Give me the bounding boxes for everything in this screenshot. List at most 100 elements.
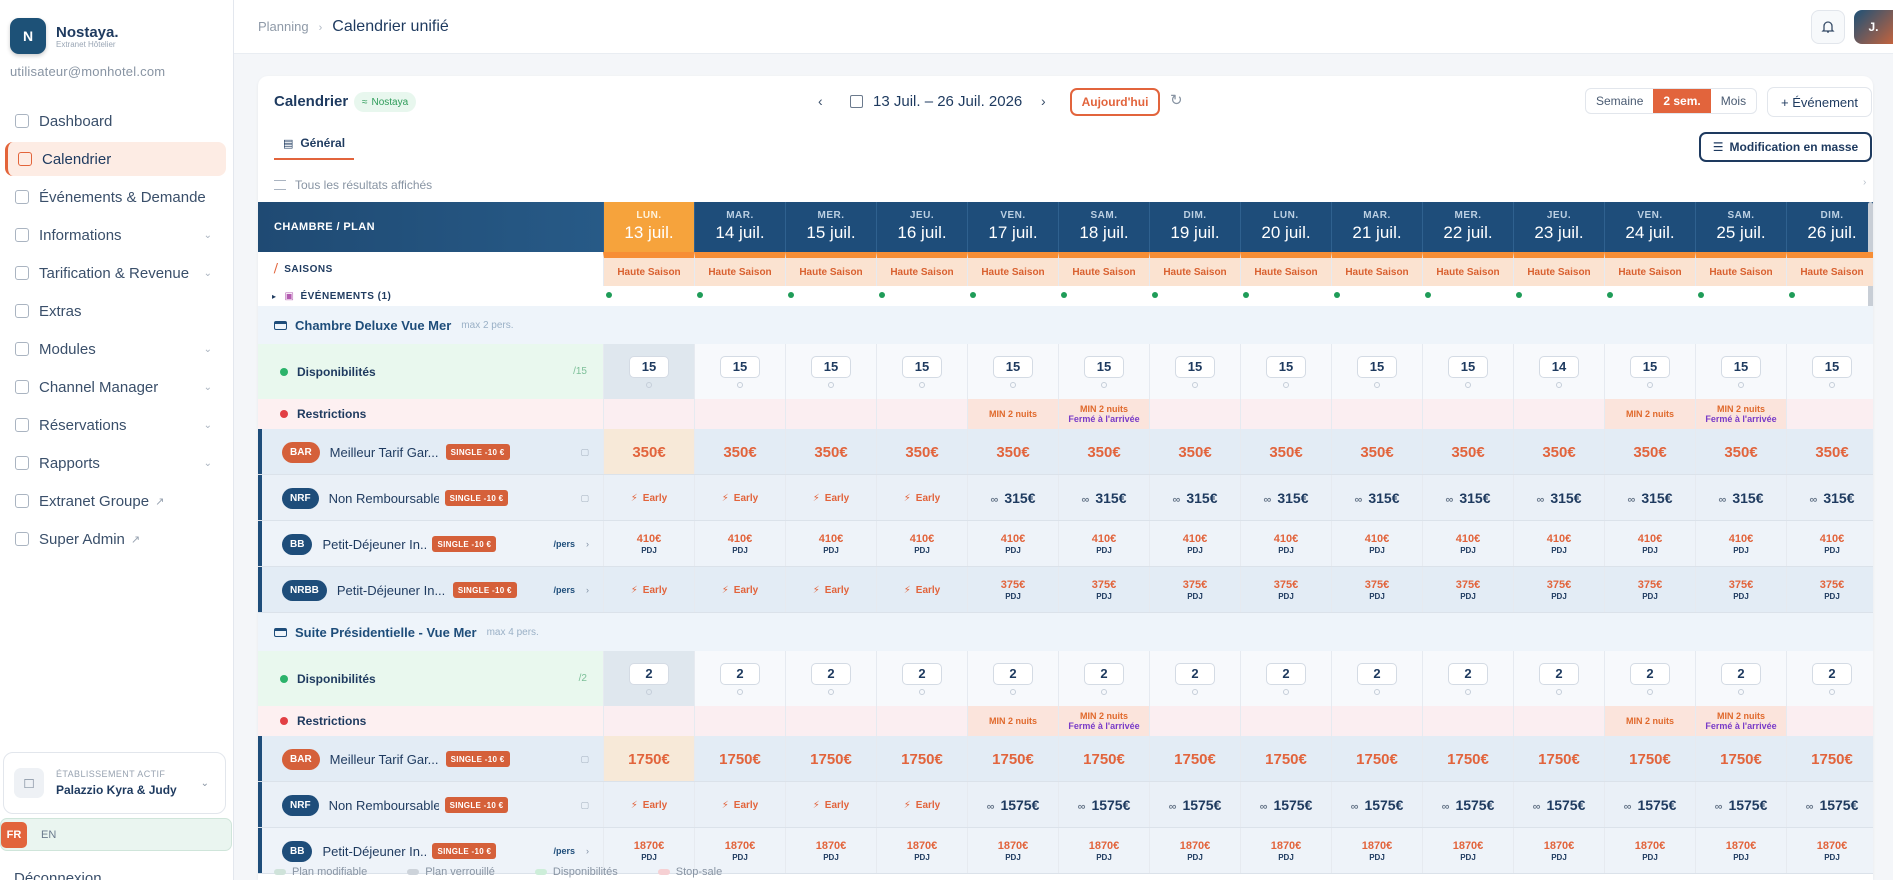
rate-plan-label[interactable]: NRBB Petit-Déjeuner In... SINGLE -10 € /per… <box>258 567 603 613</box>
stop-sale-toggle[interactable] <box>646 688 652 695</box>
view-2-weeks[interactable]: 2 sem. <box>1653 89 1711 113</box>
rate-plan-label[interactable]: BB Petit-Déjeuner In... SINGLE -10 € /pers › <box>258 828 603 874</box>
stop-sale-toggle[interactable] <box>1192 688 1198 695</box>
brand[interactable]: N Nostaya. Extranet Hôtelier <box>10 18 119 54</box>
rate-cell[interactable]: 350€ <box>694 429 785 475</box>
rate-cell[interactable]: 1750€ <box>1422 736 1513 782</box>
rate-cell[interactable]: 350€ <box>1240 429 1331 475</box>
restriction-cell[interactable] <box>1513 399 1604 429</box>
stop-sale-toggle[interactable] <box>1192 381 1198 388</box>
season-cell[interactable]: Haute Saison <box>603 252 694 286</box>
event-cell[interactable] <box>1695 286 1786 306</box>
rate-cell[interactable]: 1750€ <box>1240 736 1331 782</box>
rate-plan-label[interactable]: BB Petit-Déjeuner In... SINGLE -10 € /pers › <box>258 521 603 567</box>
stop-sale-toggle[interactable] <box>1465 381 1471 388</box>
rate-cell[interactable]: 375€ PDJ <box>1058 567 1149 613</box>
rate-cell[interactable]: ∞ 1575€ <box>1149 782 1240 828</box>
rate-cell[interactable]: 375€ PDJ <box>1695 567 1786 613</box>
bulk-edit-button[interactable]: ☰ Modification en masse <box>1699 132 1872 162</box>
availability-input[interactable]: 2 <box>902 662 942 685</box>
sidebar-item-dashboard[interactable]: Dashboard <box>5 104 226 138</box>
day-header[interactable]: VEN. 17 juil. <box>967 202 1058 252</box>
rate-cell[interactable]: ⚡ Early <box>603 782 694 828</box>
event-cell[interactable] <box>694 286 785 306</box>
sidebar-item-informations[interactable]: Informations ⌄ <box>5 218 226 252</box>
availability-input[interactable]: 15 <box>1630 355 1670 378</box>
rate-cell[interactable]: 350€ <box>1513 429 1604 475</box>
rate-cell[interactable]: ∞ 1575€ <box>1513 782 1604 828</box>
restriction-cell[interactable] <box>603 399 694 429</box>
restriction-cell[interactable]: MIN 2 nuits Fermé à l'arrivée <box>1058 399 1149 429</box>
sidebar-item-super-admin[interactable]: Super Admin ↗ <box>5 522 226 556</box>
refresh-icon[interactable]: ↻ <box>1170 92 1183 109</box>
rate-cell[interactable]: 375€ PDJ <box>1786 567 1873 613</box>
restriction-cell[interactable]: MIN 2 nuits <box>967 706 1058 736</box>
next-period-button[interactable]: › <box>1041 93 1046 109</box>
stop-sale-toggle[interactable] <box>919 381 925 388</box>
rate-cell[interactable]: ⚡ Early <box>694 782 785 828</box>
availability-input[interactable]: 15 <box>720 355 760 378</box>
restriction-cell[interactable] <box>876 706 967 736</box>
rate-cell[interactable]: 1750€ <box>967 736 1058 782</box>
filter-bar[interactable]: Tous les résultats affichés <box>274 178 432 192</box>
rate-cell[interactable]: 1870€ PDJ <box>1058 828 1149 874</box>
availability-input[interactable]: 2 <box>1539 662 1579 685</box>
sidebar-item-tarification-revenue[interactable]: Tarification & Revenue ⌄ <box>5 256 226 290</box>
season-cell[interactable]: Haute Saison <box>1695 252 1786 286</box>
avatar[interactable]: J. <box>1854 10 1893 44</box>
availability-input[interactable]: 15 <box>1084 355 1124 378</box>
rate-cell[interactable]: 1870€ PDJ <box>1695 828 1786 874</box>
day-header[interactable]: MAR. 21 juil. <box>1331 202 1422 252</box>
rate-cell[interactable]: ∞ 315€ <box>1149 475 1240 521</box>
availability-input[interactable]: 15 <box>1175 355 1215 378</box>
rate-cell[interactable]: 1870€ PDJ <box>876 828 967 874</box>
rate-cell[interactable]: 410€ PDJ <box>1240 521 1331 567</box>
season-cell[interactable]: Haute Saison <box>785 252 876 286</box>
availability-input[interactable]: 2 <box>1721 662 1761 685</box>
event-cell[interactable] <box>603 286 694 306</box>
stop-sale-toggle[interactable] <box>1283 688 1289 695</box>
event-cell[interactable] <box>785 286 876 306</box>
sidebar-item-e-ve-nements-demande[interactable]: Événements & Demande <box>5 180 226 214</box>
rate-cell[interactable]: 375€ PDJ <box>1240 567 1331 613</box>
availability-input[interactable]: 2 <box>1266 662 1306 685</box>
rate-cell[interactable]: 410€ PDJ <box>967 521 1058 567</box>
rate-cell[interactable]: ⚡ Early <box>603 475 694 521</box>
rate-cell[interactable]: 350€ <box>603 429 694 475</box>
day-header[interactable]: JEU. 23 juil. <box>1513 202 1604 252</box>
stop-sale-toggle[interactable] <box>1829 381 1835 388</box>
rate-cell[interactable]: 375€ PDJ <box>967 567 1058 613</box>
season-cell[interactable]: Haute Saison <box>1513 252 1604 286</box>
rate-cell[interactable]: ⚡ Early <box>785 567 876 613</box>
view-week[interactable]: Semaine <box>1596 94 1644 108</box>
rate-cell[interactable]: 350€ <box>785 429 876 475</box>
rate-cell[interactable]: ∞ 315€ <box>1604 475 1695 521</box>
rate-cell[interactable]: ∞ 1575€ <box>1786 782 1873 828</box>
availability-input[interactable]: 2 <box>1448 662 1488 685</box>
rate-cell[interactable]: 1750€ <box>1604 736 1695 782</box>
day-header[interactable]: MER. 15 juil. <box>785 202 876 252</box>
restriction-cell[interactable] <box>785 399 876 429</box>
rate-cell[interactable]: 1750€ <box>876 736 967 782</box>
availability-input[interactable]: 2 <box>1175 662 1215 685</box>
rate-cell[interactable]: 1870€ PDJ <box>1786 828 1873 874</box>
restriction-cell[interactable] <box>1240 706 1331 736</box>
availability-input[interactable]: 15 <box>1448 355 1488 378</box>
stop-sale-toggle[interactable] <box>1465 688 1471 695</box>
stop-sale-toggle[interactable] <box>1010 688 1016 695</box>
rate-cell[interactable]: 1870€ PDJ <box>1331 828 1422 874</box>
rate-cell[interactable]: 1750€ <box>1149 736 1240 782</box>
event-cell[interactable] <box>1058 286 1149 306</box>
restriction-cell[interactable] <box>785 706 876 736</box>
stop-sale-toggle[interactable] <box>737 688 743 695</box>
rate-cell[interactable]: 350€ <box>1604 429 1695 475</box>
rate-cell[interactable]: 1750€ <box>694 736 785 782</box>
day-header[interactable]: MAR. 14 juil. <box>694 202 785 252</box>
rate-cell[interactable]: ∞ 1575€ <box>1058 782 1149 828</box>
restriction-cell[interactable] <box>1149 399 1240 429</box>
rate-cell[interactable]: 410€ PDJ <box>1513 521 1604 567</box>
availability-input[interactable]: 2 <box>993 662 1033 685</box>
rate-cell[interactable]: 410€ PDJ <box>1149 521 1240 567</box>
day-header[interactable]: DIM. 26 juil. <box>1786 202 1873 252</box>
rate-cell[interactable]: 1750€ <box>1058 736 1149 782</box>
